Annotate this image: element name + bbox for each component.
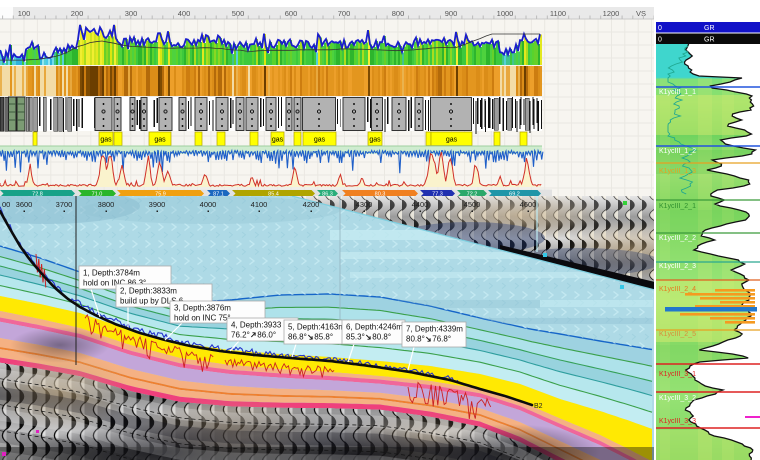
svg-text:71.0: 71.0 xyxy=(92,192,103,198)
svg-text:K1ycIII_3_3: K1ycIII_3_3 xyxy=(659,418,696,425)
svg-text:3800: 3800 xyxy=(98,200,115,209)
svg-text:K1ycIII_3_1: K1ycIII_3_1 xyxy=(659,371,696,378)
svg-text:2, Depth:3833m: 2, Depth:3833m xyxy=(120,287,177,296)
svg-text:87.1: 87.1 xyxy=(213,192,224,198)
svg-text:5, Depth:4163m: 5, Depth:4163m xyxy=(288,323,345,332)
svg-text:gas: gas xyxy=(314,137,326,144)
svg-text:69.2: 69.2 xyxy=(509,192,520,198)
svg-text:200: 200 xyxy=(71,9,84,18)
svg-text:K1ycIII_2_2: K1ycIII_2_2 xyxy=(659,235,696,242)
svg-text:3900: 3900 xyxy=(149,200,166,209)
svg-text:4500: 4500 xyxy=(464,200,481,209)
svg-text:4100: 4100 xyxy=(251,200,268,209)
svg-text:6, Depth:4246m: 6, Depth:4246m xyxy=(346,323,403,332)
svg-text:3, Depth:3876m: 3, Depth:3876m xyxy=(174,304,231,313)
svg-text:1100: 1100 xyxy=(550,9,566,18)
svg-text:3700: 3700 xyxy=(56,200,73,209)
svg-text:K1ycIII_3_2: K1ycIII_3_2 xyxy=(659,395,696,402)
svg-text:00: 00 xyxy=(2,200,10,209)
svg-text:GR: GR xyxy=(704,37,715,44)
svg-text:300: 300 xyxy=(125,9,138,18)
svg-text:B2: B2 xyxy=(534,403,543,410)
svg-text:4600: 4600 xyxy=(520,200,537,209)
svg-text:1000: 1000 xyxy=(497,9,514,18)
svg-text:hold on INC 75°: hold on INC 75° xyxy=(174,314,231,323)
svg-text:4, Depth:3933: 4, Depth:3933 xyxy=(231,321,282,330)
svg-text:3600: 3600 xyxy=(16,200,33,209)
svg-text:900: 900 xyxy=(445,9,458,18)
svg-text:4000: 4000 xyxy=(200,200,217,209)
svg-text:72.2: 72.2 xyxy=(467,192,478,198)
svg-text:80.3: 80.3 xyxy=(375,192,386,198)
svg-text:400: 400 xyxy=(178,9,191,18)
svg-text:gas: gas xyxy=(100,137,112,144)
svg-text:75.9: 75.9 xyxy=(155,192,166,198)
svg-text:86.3: 86.3 xyxy=(322,192,333,198)
svg-text:700: 700 xyxy=(338,9,351,18)
svg-text:gas: gas xyxy=(272,137,284,144)
svg-text:0: 0 xyxy=(658,37,662,44)
svg-text:K1ycIII_2_5: K1ycIII_2_5 xyxy=(659,331,696,338)
svg-text:K1ycIII_2_3: K1ycIII_2_3 xyxy=(659,263,696,270)
svg-text:7, Depth:4339m: 7, Depth:4339m xyxy=(406,325,463,334)
svg-text:1200: 1200 xyxy=(603,9,620,18)
svg-text:500: 500 xyxy=(232,9,245,18)
svg-text:72.8: 72.8 xyxy=(32,192,43,198)
svg-text:K1ycIII_1_2: K1ycIII_1_2 xyxy=(659,148,696,155)
svg-text:4300: 4300 xyxy=(356,200,373,209)
svg-text:85.4: 85.4 xyxy=(268,192,279,198)
svg-text:hold on INC 86.3°: hold on INC 86.3° xyxy=(83,279,146,288)
svg-text:4400: 4400 xyxy=(412,200,429,209)
svg-text:gas: gas xyxy=(154,137,166,144)
svg-text:800: 800 xyxy=(392,9,405,18)
svg-text:0: 0 xyxy=(658,25,662,32)
svg-text:gas: gas xyxy=(446,137,458,144)
svg-text:100: 100 xyxy=(18,9,31,18)
svg-text:K1ycIII_1_1: K1ycIII_1_1 xyxy=(659,89,696,96)
svg-text:VS: VS xyxy=(636,9,646,18)
svg-text:4200: 4200 xyxy=(303,200,320,209)
svg-text:77.3: 77.3 xyxy=(432,192,443,198)
svg-text:K1ycIII_2_4: K1ycIII_2_4 xyxy=(659,286,696,293)
svg-text:K1ycIII_2_1: K1ycIII_2_1 xyxy=(659,203,696,210)
svg-text:600: 600 xyxy=(285,9,298,18)
svg-text:K1ycIII_1_3: K1ycIII_1_3 xyxy=(659,168,696,175)
svg-text:gas: gas xyxy=(369,137,381,144)
svg-text:build up by DLS 6: build up by DLS 6 xyxy=(120,297,184,306)
svg-text:1, Depth:3784m: 1, Depth:3784m xyxy=(83,269,140,278)
svg-text:GR: GR xyxy=(704,25,715,32)
